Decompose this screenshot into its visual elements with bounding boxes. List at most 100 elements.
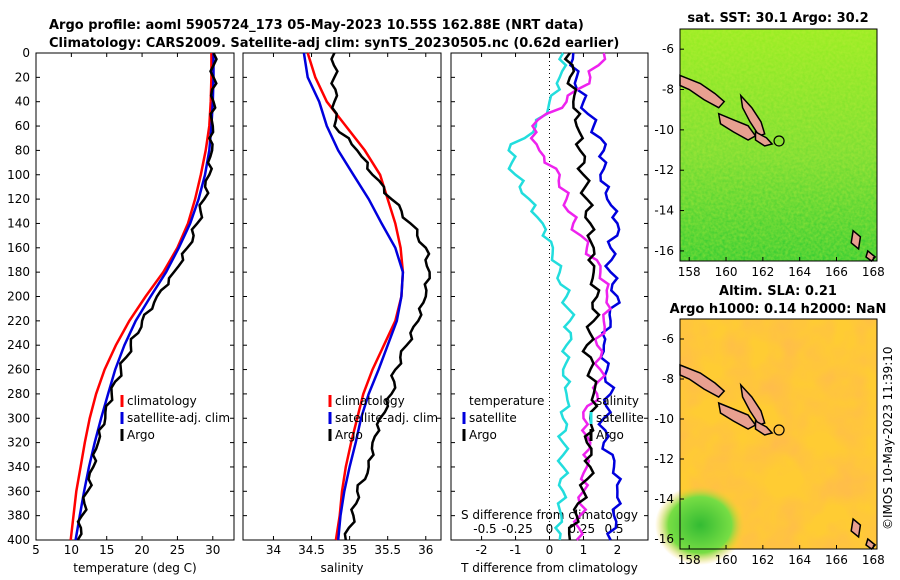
map-xtick-label: 162 xyxy=(751,265,774,279)
map-xtick-label: 168 xyxy=(862,265,885,279)
diff-series-t-diff-satellite xyxy=(507,52,576,541)
diff-legend-right-label: salinity xyxy=(596,394,639,408)
map-xtick-label: 160 xyxy=(715,553,738,567)
sal-series-argo xyxy=(330,52,431,541)
temp-ytick-label: 40 xyxy=(15,95,30,109)
diff-legend-left-label: satellite xyxy=(469,411,517,425)
temp-ytick-label: 280 xyxy=(7,387,30,401)
sal-legend-label: Argo xyxy=(335,428,363,442)
temp-ytick-label: 320 xyxy=(7,436,30,450)
sst-map-axes: 158 160 162 164 166 168 -6 -8 -10 -12 -14 -16 xyxy=(654,28,885,279)
map-frame xyxy=(679,318,878,550)
watermark: ©IMOS 10-May-2023 11:39:10 xyxy=(881,346,895,530)
map-ytick-label: -12 xyxy=(654,452,674,466)
argo-position-marker xyxy=(773,424,785,436)
island xyxy=(754,419,774,436)
sal-series-satellite-adj-clim xyxy=(302,52,405,541)
diff-series-t-diff-argo xyxy=(568,52,623,541)
temp-series-climatology xyxy=(69,53,213,541)
sal-legend-label: satellite-adj. clim xyxy=(335,411,438,425)
temp-ytick-label: 380 xyxy=(7,509,30,523)
sal-xtick-label: 34.5 xyxy=(298,543,325,557)
temp-ytick-label: 0 xyxy=(22,46,30,60)
sla-map-title-2: Argo h1000: 0.14 h2000: NaN xyxy=(670,302,887,317)
temp-ytick-label: 180 xyxy=(7,265,30,279)
temp-ytick-label: 200 xyxy=(7,290,30,304)
sla-map-title-1: Altim. SLA: 0.21 xyxy=(719,284,837,299)
temp-axes-frame xyxy=(35,52,235,541)
temp-series-argo xyxy=(76,52,218,541)
map-frame xyxy=(679,28,878,262)
map-xtick-label: 168 xyxy=(862,553,885,567)
map-ytick-label: -6 xyxy=(662,42,674,56)
map-ytick-label: -12 xyxy=(654,163,674,177)
diff-xtick-top-label: 0 xyxy=(546,522,554,536)
map-xtick-label: 158 xyxy=(678,265,701,279)
diff-xtick-top-label: 0.25 xyxy=(568,522,595,536)
sal-axes-frame xyxy=(242,52,442,541)
temp-legend-label: Argo xyxy=(127,428,155,442)
temp-xtick-label: 15 xyxy=(99,543,114,557)
sst-map-coastline xyxy=(679,74,877,262)
sal-xtick-label: 36 xyxy=(418,543,433,557)
map-ytick-label: -10 xyxy=(654,123,674,137)
diff-xlabel-top: S difference from climatology xyxy=(461,508,638,522)
diff-xtick-label: 0 xyxy=(546,543,554,557)
island xyxy=(717,401,757,430)
map-xtick-label: 160 xyxy=(715,265,738,279)
map-ytick-label: -16 xyxy=(654,532,674,546)
sst-map-panel: sat. SST: 30.1 Argo: 30.2 158 160 162 164 16… xyxy=(654,11,884,279)
temp-ytick-label: 120 xyxy=(7,192,30,206)
map-xtick-label: 162 xyxy=(751,553,774,567)
island xyxy=(679,74,726,109)
temp-xtick-label: 10 xyxy=(64,543,79,557)
map-ytick-label: -8 xyxy=(662,372,674,386)
sal-legend-label: climatology xyxy=(335,394,405,408)
temp-ytick-label: 260 xyxy=(7,363,30,377)
diff-xtick-top-label: -0.5 xyxy=(473,522,496,536)
temp-ytick-label: 100 xyxy=(7,168,30,182)
temp-ytick-label: 220 xyxy=(7,314,30,328)
temp-ytick-label: 300 xyxy=(7,411,30,425)
island xyxy=(679,363,726,398)
diff-legend-left-label: temperature xyxy=(469,394,544,408)
island xyxy=(717,112,757,141)
temp-ytick-label: 400 xyxy=(7,533,30,547)
island xyxy=(754,130,774,147)
temp-ytick-label: 80 xyxy=(15,143,30,157)
temp-ytick-label: 160 xyxy=(7,241,30,255)
sst-map-title: sat. SST: 30.1 Argo: 30.2 xyxy=(687,11,868,26)
title-line-1: Argo profile: aoml 5905724_173 05-May-20… xyxy=(49,18,584,33)
temp-ytick-label: 140 xyxy=(7,216,30,230)
temp-xtick-label: 30 xyxy=(205,543,220,557)
temp-xtick-label: 5 xyxy=(32,543,40,557)
temp-ytick-label: 340 xyxy=(7,460,30,474)
argo-position-marker xyxy=(773,135,785,147)
sla-map-axes: 158 160 162 164 166 168 -6 -8 -10 -12 -14 -16 xyxy=(654,318,885,567)
salinity-panel: 34 34.5 35 35.5 36 salinity climatology satelli… xyxy=(242,52,442,575)
temp-xtick-label: 20 xyxy=(134,543,149,557)
sal-xlabel: salinity xyxy=(320,561,363,575)
map-xtick-label: 166 xyxy=(825,265,848,279)
sla-map-panel: Altim. SLA: 0.21 Argo h1000: 0.14 h2000:… xyxy=(654,284,886,567)
temperature-panel: 0 20 40 60 80 100 120 140 160 180 200 220 240 260 280 3… xyxy=(7,46,235,575)
diff-xtick-label: -2 xyxy=(476,543,488,557)
sst-map-texture xyxy=(680,29,877,261)
temp-ytick-label: 20 xyxy=(15,70,30,84)
temp-xlabel: temperature (deg C) xyxy=(73,561,196,575)
diff-xlabel: T difference from climatology xyxy=(460,561,638,575)
temp-ytick-label: 60 xyxy=(15,119,30,133)
temp-ytick-label: 360 xyxy=(7,484,30,498)
temp-xtick-label: 25 xyxy=(170,543,185,557)
map-ytick-label: -16 xyxy=(654,244,674,258)
diff-series-s-diff-argo xyxy=(563,52,601,541)
map-ytick-label: -14 xyxy=(654,492,674,506)
island xyxy=(850,517,862,539)
diff-legend-left-label: Argo xyxy=(469,428,497,442)
map-xtick-label: 164 xyxy=(788,553,811,567)
diff-xtick-label: 1 xyxy=(580,543,588,557)
map-xtick-label: 158 xyxy=(678,553,701,567)
map-xtick-label: 164 xyxy=(788,265,811,279)
island xyxy=(850,229,862,251)
temp-legend-label: climatology xyxy=(127,394,197,408)
